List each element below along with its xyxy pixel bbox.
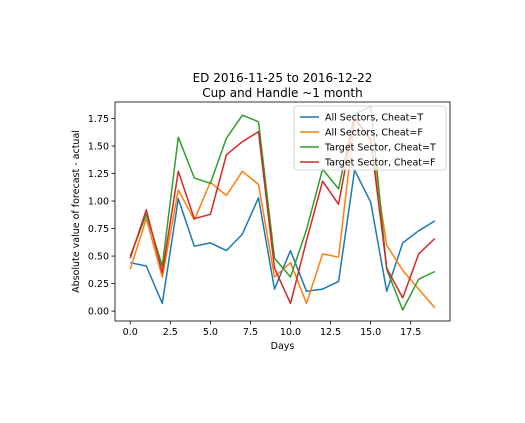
y-tick-label: 1.00 — [88, 197, 109, 208]
x-axis-title: Days — [271, 341, 295, 352]
chart-subtitle: Cup and Handle ~1 month — [202, 86, 362, 100]
series-line-2 — [129, 118, 436, 309]
legend: All Sectors, Cheat=T All Sectors, Cheat=F… — [293, 105, 447, 171]
y-tick-label: 1.50 — [88, 142, 109, 153]
plot-area: 0.0 2.5 5.0 7.5 10.0 12.5 15.0 17.5 0.00 0.25 0.50… — [88, 101, 451, 338]
legend-label-3: Target Sector, Cheat=T — [324, 143, 436, 154]
y-tick-label: 1.25 — [88, 169, 109, 180]
x-tick-label: 10.0 — [280, 327, 301, 338]
legend-label-4: Target Sector, Cheat=F — [324, 158, 435, 169]
y-axis-title: Absolute value of forecast - actual — [71, 130, 82, 293]
x-tick-label: 15.0 — [360, 327, 381, 338]
axes-frame — [114, 101, 451, 322]
y-tick-label: 0.25 — [88, 279, 109, 290]
x-tick-label: 17.5 — [400, 327, 421, 338]
x-tick-label: 7.5 — [243, 327, 258, 338]
legend-label-2: All Sectors, Cheat=F — [325, 128, 423, 139]
chart-title: ED 2016-11-25 to 2016-12-22 — [193, 71, 373, 85]
x-tick-label: 2.5 — [163, 327, 178, 338]
y-tick-label: 1.75 — [88, 114, 109, 125]
series-line-4 — [129, 116, 436, 305]
legend-label-1: All Sectors, Cheat=T — [325, 113, 423, 124]
y-tick-label: 0.75 — [88, 224, 109, 235]
y-tick-label: 0.50 — [88, 252, 109, 263]
legend-box — [293, 105, 447, 171]
x-tick-label: 0.0 — [123, 327, 138, 338]
x-tick-label: 12.5 — [320, 327, 341, 338]
y-tick-label: 0.00 — [88, 307, 109, 318]
x-tick-label: 5.0 — [203, 327, 218, 338]
